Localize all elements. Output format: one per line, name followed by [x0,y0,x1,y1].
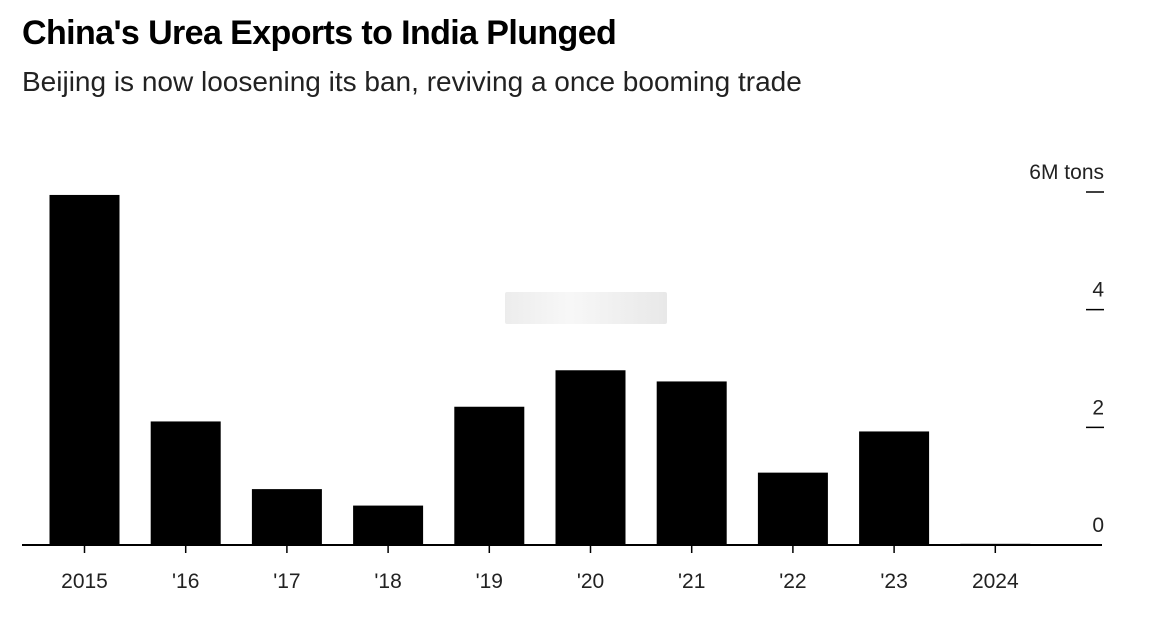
chart-title: China's Urea Exports to India Plunged [22,14,617,52]
x-axis: 2015 '16 '17 '18 '19 '20 '21 '22 '23 2024 [61,545,1019,593]
bar-1 [150,421,221,545]
x-tick-label-1: '16 [172,570,199,593]
bar-5 [555,370,626,545]
x-tick-label-9: 2024 [972,570,1019,593]
bar-6 [656,381,727,545]
bar-4 [454,406,525,545]
x-tick-label-0: 2015 [61,570,108,593]
x-tick-label-6: '21 [678,570,705,593]
y-tick-label-3: 6M tons [1029,161,1104,184]
bar-8 [859,431,930,545]
x-tick-label-5: '20 [577,570,604,593]
y-tick-label-2: 4 [1092,279,1104,302]
x-tick-label-7: '22 [779,570,806,593]
x-tick-label-4: '19 [476,570,503,593]
bar-0 [49,194,120,546]
x-tick-label-8: '23 [880,570,907,593]
y-axis: 0 2 4 6M tons [1029,161,1104,537]
x-tick-label-2: '17 [273,570,300,593]
bar-3 [353,505,424,545]
y-tick-label-0: 0 [1092,514,1104,537]
watermark-overlay [505,292,667,324]
y-tick-label-1: 2 [1092,396,1104,419]
x-tick-label-3: '18 [374,570,401,593]
bars-group [49,194,1031,546]
chart-subtitle: Beijing is now loosening its ban, revivi… [22,66,802,97]
bar-7 [757,472,828,545]
bar-2 [251,489,322,545]
